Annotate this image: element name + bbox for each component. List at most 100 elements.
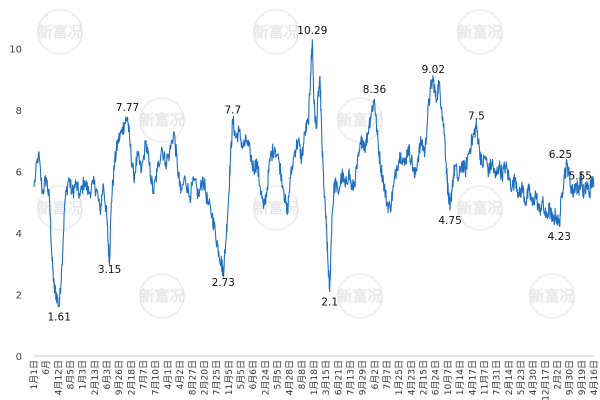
x-tick-label: 1月25日 xyxy=(394,360,405,395)
watermark-text: 新富况 xyxy=(457,23,502,41)
watermark-5: 新富况 xyxy=(37,185,83,231)
x-tick-label: 6月2日 xyxy=(370,360,381,389)
x-tick-label: 3月15日 xyxy=(321,360,332,395)
watermark-text: 新富况 xyxy=(37,199,82,217)
x-tick-label: 7月31日 xyxy=(492,360,503,395)
watermark-ring xyxy=(337,273,383,319)
watermark-text: 新富况 xyxy=(139,111,184,129)
x-tick-label: 9月30日 xyxy=(565,360,576,395)
annotation-label: 5.55 xyxy=(569,170,592,182)
watermark-text: 新富况 xyxy=(457,199,502,217)
watermark-ring xyxy=(457,185,503,231)
watermark-9: 新富况 xyxy=(337,273,383,319)
watermark-10: 新富况 xyxy=(529,273,575,319)
watermark-ring xyxy=(37,9,83,55)
x-tick-label: 6月21日 xyxy=(333,360,344,395)
x-tick-label: 7月13日 xyxy=(346,360,357,395)
annotation-layer: 1.61 3.15 7.77 2.73 7.7 10.29 2.1 8.36 9.02 4.75 7… xyxy=(48,25,592,324)
x-tick-label: 11月5日 xyxy=(224,360,235,395)
watermark-ring xyxy=(37,185,83,231)
annotation-label: 4.75 xyxy=(438,215,461,227)
watermark-text: 新富况 xyxy=(37,23,82,41)
watermark-text: 新富况 xyxy=(337,287,382,305)
x-tick-label: 1月14日 xyxy=(455,360,466,395)
series-line xyxy=(33,39,595,308)
y-tick-label: 6 xyxy=(16,168,22,179)
watermark-4: 新富况 xyxy=(337,97,383,143)
x-tick-label: 1月1日 xyxy=(29,360,40,389)
watermark-ring xyxy=(457,9,503,55)
x-tick-label: 6月 xyxy=(41,360,52,375)
watermark-ring xyxy=(253,9,299,55)
watermark-8: 新富况 xyxy=(139,273,185,319)
watermark-2: 新富况 xyxy=(457,9,503,55)
x-tick-label: 12月17日 xyxy=(540,360,551,400)
watermark-ring xyxy=(337,97,383,143)
annotation-label: 2.73 xyxy=(212,277,235,289)
annotation-label: 2.1 xyxy=(321,296,338,308)
x-tick-label: 5月23日 xyxy=(516,360,527,395)
x-tick-label: 2月2日 xyxy=(552,360,563,389)
x-tick-label: 7月7日 xyxy=(139,360,150,389)
x-tick-label: 1月18日 xyxy=(309,360,320,395)
x-tick-label: 4月2日 xyxy=(175,360,186,389)
watermark-ring xyxy=(139,273,185,319)
series-layer xyxy=(33,39,595,308)
watermark-text: 新富况 xyxy=(253,199,298,217)
x-tick-label: 9月19日 xyxy=(577,360,588,395)
x-axis: 1月1日 6月 4月12日 8月5日 1月3日 2月13日 6月3日 9月26日 2月18日 7月… xyxy=(29,355,600,400)
watermark-0: 新富况 xyxy=(37,9,83,55)
x-tick-label: 4月28日 xyxy=(285,360,296,395)
annotation-label: 6.25 xyxy=(549,149,572,161)
watermark-1: 新富况 xyxy=(253,9,299,55)
x-tick-label: 8月5日 xyxy=(66,360,77,389)
watermark-text: 新富况 xyxy=(139,287,184,305)
x-tick-label: 2月15日 xyxy=(419,360,430,395)
x-tick-label: 9月26日 xyxy=(114,360,125,395)
x-tick-label: 11月7日 xyxy=(479,360,490,395)
x-tick-label: 8月27日 xyxy=(187,360,198,395)
x-tick-label: 8月8日 xyxy=(297,360,308,389)
watermark-ring xyxy=(139,97,185,143)
y-tick-label: 4 xyxy=(16,229,22,240)
y-tick-label: 2 xyxy=(16,291,22,302)
x-tick-label: 4月17日 xyxy=(467,360,478,395)
x-tick-label: 7月25日 xyxy=(212,360,223,395)
watermark-ring xyxy=(529,273,575,319)
x-tick-label: 10月7日 xyxy=(443,360,454,395)
x-tick-label: 2月14日 xyxy=(504,360,515,395)
x-tick-label: 5月5日 xyxy=(272,360,283,389)
watermark-text: 新富况 xyxy=(529,287,574,305)
annotation-label: 8.36 xyxy=(363,84,387,96)
y-tick-label: 8 xyxy=(16,106,22,117)
annotation-label: 7.7 xyxy=(224,104,241,116)
annotation-label: 7.77 xyxy=(116,102,139,114)
watermark-text: 新富况 xyxy=(253,23,298,41)
watermark-3: 新富况 xyxy=(139,97,185,143)
annotation-label: 1.61 xyxy=(48,312,71,324)
x-tick-label: 4月12日 xyxy=(53,360,64,395)
x-tick-label: 2月13日 xyxy=(90,360,101,395)
x-tick-label: 4月30日 xyxy=(528,360,539,395)
x-tick-label: 7月10日 xyxy=(151,360,162,395)
annotation-label: 3.15 xyxy=(98,264,121,276)
x-tick-label: 2月24日 xyxy=(260,360,271,395)
y-tick-label: 0 xyxy=(16,352,22,363)
y-axis: 0 2 4 6 8 10 xyxy=(9,45,22,363)
x-tick-label: 4月23日 xyxy=(406,360,417,395)
watermark-7: 新富况 xyxy=(457,185,503,231)
watermark-ring xyxy=(253,185,299,231)
x-tick-label: 4月16日 xyxy=(589,360,600,395)
x-tick-label: 6月24日 xyxy=(431,360,442,395)
x-tick-label: 2月20日 xyxy=(199,360,210,395)
annotation-label: 4.23 xyxy=(548,231,571,243)
x-tick-label: 6月3日 xyxy=(102,360,113,389)
annotation-label: 7.5 xyxy=(468,111,485,123)
x-tick-label: 7月7日 xyxy=(382,360,393,389)
x-tick-label: 1月3日 xyxy=(78,360,89,389)
x-tick-label: 9月29日 xyxy=(358,360,369,395)
y-tick-label: 10 xyxy=(9,45,22,56)
x-tick-label: 4月1日 xyxy=(163,360,174,389)
